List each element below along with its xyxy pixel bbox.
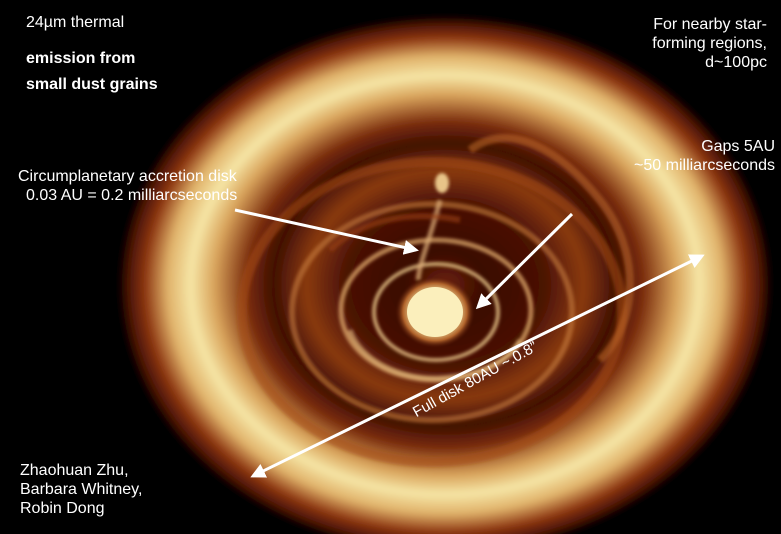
gaps-line-2: ~50 milliarcseconds	[634, 156, 775, 174]
distance-line-2: forming regions,	[652, 34, 767, 52]
credit-line-3: Robin Dong	[20, 499, 105, 517]
central-star	[407, 287, 463, 337]
credit-line-2: Barbara Whitney,	[20, 480, 143, 498]
cpd-line-1: Circumplanetary accretion disk	[18, 168, 237, 185]
title-line-2: emission from	[26, 50, 136, 67]
credit-line-1: Zhaohuan Zhu,	[20, 462, 129, 479]
cpd-line-2: 0.03 AU = 0.2 milliarcseconds	[26, 186, 238, 204]
title-line-3: small dust grains	[26, 76, 158, 93]
cpd-label: Circumplanetary accretion disk 0.03 AU =…	[18, 168, 237, 206]
full-disk-arrow	[250, 254, 705, 478]
credits: Zhaohuan Zhu, Barbara Whitney, Robin Don…	[20, 462, 142, 519]
gaps-label: Gaps 5AU ~50 milliarcseconds	[634, 138, 775, 176]
distance-note: For nearby star- forming regions, d~100p…	[652, 16, 767, 73]
gaps-line-1: Gaps 5AU	[701, 138, 775, 155]
title-line-1: 24µm thermal	[26, 14, 125, 31]
planet-blob	[435, 173, 449, 193]
outer-disk	[115, 13, 775, 534]
cpd-arrow	[234, 208, 419, 255]
distance-line-1: For nearby star-	[653, 16, 767, 33]
distance-line-3: d~100pc	[705, 53, 767, 71]
